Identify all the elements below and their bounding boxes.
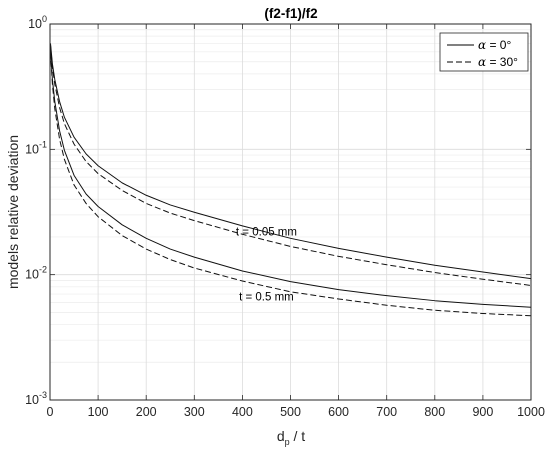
- y-tick-label: 10-3: [25, 390, 47, 407]
- x-tick-label: 400: [232, 405, 253, 419]
- axis-ticks: [49, 23, 532, 401]
- x-tick-label: 300: [184, 405, 205, 419]
- y-tick-label: 100: [28, 14, 47, 31]
- legend-entry-1: α = 30°: [478, 55, 518, 69]
- y-axis-title: models relative deviation: [5, 135, 21, 289]
- y-tick-label-exponent: -3: [39, 390, 47, 400]
- legend-entry-0-symbol: α: [478, 38, 486, 52]
- x-axis-title-subscript: p: [285, 437, 290, 447]
- series-line-3: [49, 51, 532, 317]
- y-tick-label: 10-2: [25, 265, 47, 282]
- x-tick-label: 200: [136, 405, 157, 419]
- y-tick-label-base: 10: [25, 142, 39, 156]
- chart-title: (f2-f1)/f2: [264, 6, 317, 21]
- series-line-1: [49, 44, 532, 286]
- y-tick-label-exponent: 0: [42, 14, 47, 24]
- x-tick-label: 100: [88, 405, 109, 419]
- x-tick-label: 1000: [517, 405, 545, 419]
- curve-annotations: t = 0.05 mm t = 0.5 mm: [236, 227, 297, 304]
- tick-labels: 0 100 200 300 400 500 600 700 800 900 100010010-11…: [25, 14, 545, 419]
- x-axis-title-main: d: [277, 428, 285, 444]
- legend-entry-0-text: = 0°: [486, 38, 511, 52]
- series-line-0: [49, 43, 532, 280]
- annotation-0: t = 0.05 mm: [236, 227, 297, 239]
- legend: α = 0° α = 30°: [439, 32, 529, 72]
- y-tick-label-base: 10: [25, 268, 39, 282]
- y-tick-label-base: 10: [28, 17, 42, 31]
- legend-entry-1-symbol: α: [478, 55, 486, 69]
- grid: [49, 23, 532, 401]
- x-axis-title: dp / t: [277, 428, 305, 447]
- y-tick-label: 10-1: [25, 139, 47, 156]
- legend-box: [439, 32, 529, 72]
- x-tick-label: 800: [424, 405, 445, 419]
- x-tick-label: 600: [328, 405, 349, 419]
- y-tick-label-exponent: -1: [39, 139, 47, 149]
- series-line-2: [49, 49, 532, 308]
- x-tick-label: 700: [376, 405, 397, 419]
- y-tick-label-base: 10: [25, 393, 39, 407]
- legend-entry-1-text: = 30°: [486, 55, 518, 69]
- data-curves: [49, 43, 532, 317]
- annotation-1: t = 0.5 mm: [239, 292, 294, 304]
- x-tick-label: 500: [280, 405, 301, 419]
- x-tick-label: 900: [472, 405, 493, 419]
- legend-entry-0: α = 0°: [478, 38, 511, 52]
- x-tick-label: 0: [47, 405, 54, 419]
- y-tick-label-exponent: -2: [39, 265, 47, 275]
- x-axis-title-rest: / t: [290, 428, 306, 444]
